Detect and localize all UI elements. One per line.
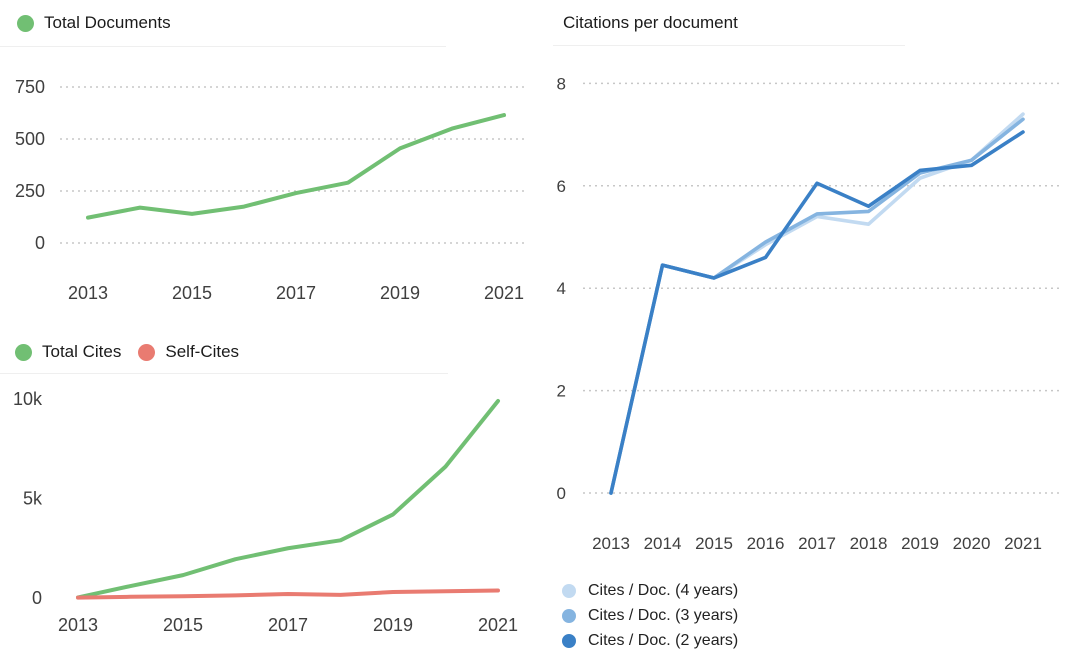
total-documents-plot: 750 500 250 0 2013 2015 2017 2019 2021 — [15, 77, 525, 303]
y-tick-label: 0 — [32, 588, 42, 608]
x-tick-label: 2015 — [163, 615, 203, 635]
x-tick-label: 2021 — [478, 615, 518, 635]
x-tick-label: 2018 — [850, 534, 888, 553]
y-tick-label: 750 — [15, 77, 45, 97]
citations-per-document-legend: Cites / Doc. (4 years) Cites / Doc. (3 y… — [562, 578, 738, 653]
x-tick-label: 2019 — [380, 283, 420, 303]
legend-dot-cites-doc-2-years — [562, 633, 576, 648]
citations-per-document-plot: 8 6 4 2 0 2013 2014 2015 2016 2017 2018 2019 2020 202… — [557, 74, 1060, 553]
legend-label-total-cites: Total Cites — [42, 342, 122, 361]
series-line-cites-doc-2-years — [609, 130, 1025, 495]
total-documents-chart: 750 500 250 0 2013 2015 2017 2019 2021 Total Doc… — [0, 0, 540, 330]
total-cites-plot: 10k 5k 0 2013 2015 2017 2019 2021 — [13, 389, 518, 635]
x-tick-label: 2014 — [644, 534, 682, 553]
y-tick-label: 250 — [15, 181, 45, 201]
legend-item-total-cites[interactable]: Total Cites — [15, 342, 121, 362]
legend-dot-total-documents — [17, 14, 34, 32]
legend-label-cites-doc-4-years: Cites / Doc. (4 years) — [588, 581, 739, 599]
legend-item-self-cites[interactable]: Self-Cites — [138, 342, 239, 362]
legend-divider — [0, 46, 446, 47]
x-tick-label: 2015 — [172, 283, 212, 303]
legend-item-cites-doc-3-years[interactable]: Cites / Doc. (3 years) — [562, 603, 738, 628]
legend-dot-total-cites — [15, 343, 32, 361]
x-tick-label: 2015 — [695, 534, 733, 553]
y-tick-label: 0 — [35, 233, 45, 253]
title-divider — [553, 45, 905, 46]
series-line-cites-doc-3-years — [609, 117, 1025, 495]
series-line-self-cites — [76, 588, 500, 600]
legend-dot-cites-doc-3-years — [562, 608, 576, 623]
y-tick-label: 8 — [557, 74, 566, 93]
total-documents-legend: Total Documents — [17, 13, 171, 33]
citations-per-document-chart: 8 6 4 2 0 2013 2014 2015 2016 2017 2018 2019 2020 202… — [540, 0, 1080, 660]
y-tick-label: 0 — [557, 484, 566, 503]
legend-dot-cites-doc-4-years — [562, 583, 576, 598]
y-tick-label: 4 — [557, 279, 566, 298]
total-cites-chart: 10k 5k 0 2013 2015 2017 2019 2021 Total Cites S… — [0, 330, 540, 660]
legend-label-total-documents: Total Documents — [44, 13, 171, 32]
x-tick-label: 2013 — [58, 615, 98, 635]
legend-dot-self-cites — [138, 343, 156, 361]
y-tick-label: 2 — [557, 382, 566, 401]
x-tick-label: 2019 — [373, 615, 413, 635]
x-tick-label: 2013 — [68, 283, 108, 303]
y-tick-label: 6 — [557, 177, 566, 196]
x-tick-label: 2016 — [747, 534, 785, 553]
x-tick-label: 2020 — [953, 534, 991, 553]
y-tick-label: 500 — [15, 129, 45, 149]
legend-item-total-documents[interactable]: Total Documents — [17, 13, 171, 33]
x-tick-label: 2017 — [276, 283, 316, 303]
legend-item-cites-doc-4-years[interactable]: Cites / Doc. (4 years) — [562, 578, 738, 603]
citations-per-document-title: Citations per document — [563, 13, 738, 32]
series-line-total-documents — [86, 113, 506, 220]
x-tick-label: 2013 — [592, 534, 630, 553]
legend-item-cites-doc-2-years[interactable]: Cites / Doc. (2 years) — [562, 628, 738, 653]
x-tick-label: 2019 — [901, 534, 939, 553]
legend-label-self-cites: Self-Cites — [165, 342, 240, 361]
y-tick-label: 5k — [23, 489, 43, 509]
total-cites-legend: Total Cites Self-Cites — [15, 342, 239, 362]
series-line-cites-doc-4-years — [609, 112, 1025, 495]
x-tick-label: 2021 — [1004, 534, 1042, 553]
x-tick-label: 2021 — [484, 283, 524, 303]
series-line-total-cites — [76, 398, 500, 600]
x-tick-label: 2017 — [268, 615, 308, 635]
x-tick-label: 2017 — [798, 534, 836, 553]
legend-label-cites-doc-2-years: Cites / Doc. (2 years) — [588, 631, 739, 649]
y-tick-label: 10k — [13, 389, 43, 409]
legend-divider — [0, 373, 448, 374]
legend-label-cites-doc-3-years: Cites / Doc. (3 years) — [588, 606, 739, 624]
